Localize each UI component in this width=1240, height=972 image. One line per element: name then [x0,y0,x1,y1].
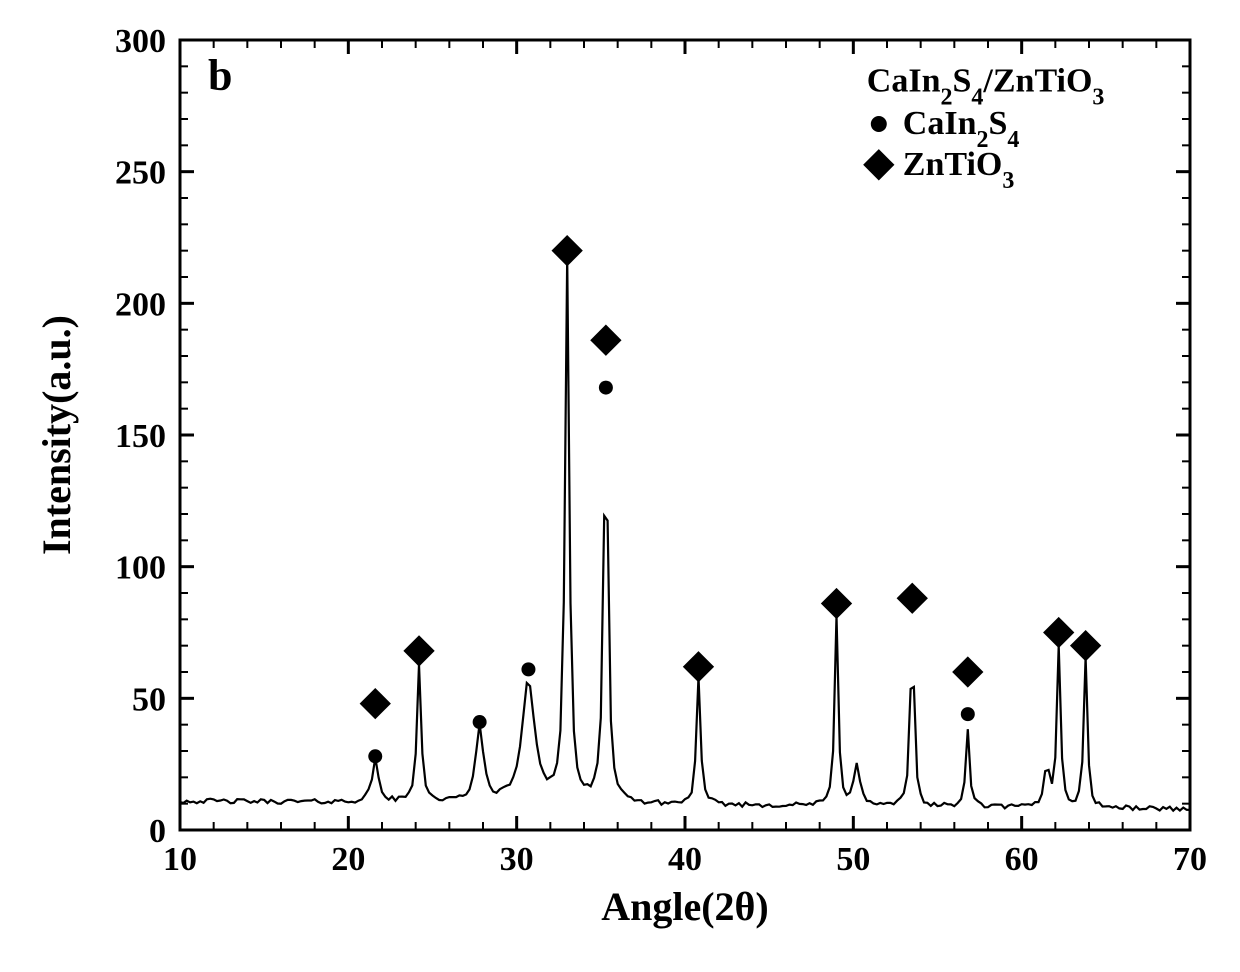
y-tick-label: 200 [115,286,166,323]
circle-marker-icon [599,381,613,395]
diamond-marker-icon [952,656,983,687]
diamond-marker-icon [683,651,714,682]
y-tick-label: 100 [115,550,166,587]
panel-label: b [208,51,232,100]
legend-text: CaIn2S4/ZnTiO3 [867,63,1105,111]
x-tick-label: 10 [163,841,197,878]
y-tick-label: 250 [115,155,166,192]
circle-marker-icon [871,116,887,132]
diamond-marker-icon [863,149,894,180]
xrd-chart: 10 20 30 40 50 60 70 0 50 100 150 200 250 300 Angle(2θ… [0,0,1240,972]
legend-text: ZnTiO3 [903,146,1015,194]
circle-marker-icon [368,749,382,763]
x-tick-label: 50 [836,841,870,878]
y-tick-label: 50 [132,681,166,718]
diamond-marker-icon [1043,617,1074,648]
x-tick-label: 20 [331,841,365,878]
circle-marker-icon [521,662,535,676]
diamond-marker-icon [360,688,391,719]
y-axis-label: Intensity(a.u.) [34,315,79,555]
y-tick-label: 0 [149,813,166,850]
x-tick-label: 40 [668,841,702,878]
x-tick-label: 70 [1173,841,1207,878]
xrd-spectrum [180,257,1190,811]
diamond-marker-icon [897,583,928,614]
circle-marker-icon [473,715,487,729]
y-tick-label: 300 [115,23,166,60]
diamond-marker-icon [590,325,621,356]
diamond-marker-icon [821,588,852,619]
y-tick-label: 150 [115,418,166,455]
x-tick-label: 30 [500,841,534,878]
diamond-marker-icon [403,635,434,666]
diamond-marker-icon [1070,630,1101,661]
diamond-marker-icon [552,235,583,266]
circle-marker-icon [961,707,975,721]
chart-svg: 10 20 30 40 50 60 70 0 50 100 150 200 250 300 Angle(2θ… [0,0,1240,972]
x-tick-label: 60 [1005,841,1039,878]
x-axis-label: Angle(2θ) [601,884,769,929]
plot-border [180,40,1190,830]
